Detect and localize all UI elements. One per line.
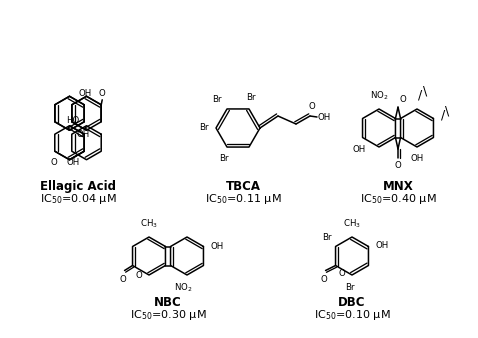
- Text: Br: Br: [213, 95, 222, 104]
- Text: O: O: [50, 158, 57, 167]
- Text: Br: Br: [345, 283, 355, 292]
- Text: O: O: [309, 102, 315, 111]
- Text: \: \: [445, 104, 450, 117]
- Text: O: O: [320, 275, 327, 285]
- Text: O: O: [135, 270, 142, 280]
- Text: OH: OH: [78, 89, 92, 98]
- Text: TBCA: TBCA: [226, 180, 261, 193]
- Text: OH: OH: [66, 158, 79, 167]
- Text: NBC: NBC: [154, 296, 182, 309]
- Text: \: \: [423, 84, 427, 97]
- Text: Br: Br: [219, 154, 229, 163]
- Text: OH: OH: [77, 130, 90, 139]
- Text: O: O: [395, 161, 402, 170]
- Text: MNX: MNX: [382, 180, 413, 193]
- Text: OH: OH: [411, 154, 424, 163]
- Text: CH$_3$: CH$_3$: [140, 217, 158, 230]
- Text: /: /: [442, 108, 445, 121]
- Text: /: /: [418, 89, 422, 102]
- Text: IC$_{50}$=0.10 μM: IC$_{50}$=0.10 μM: [314, 308, 391, 322]
- Text: O: O: [400, 95, 407, 104]
- Text: O: O: [119, 275, 126, 285]
- Text: OH: OH: [353, 145, 366, 153]
- Text: Br: Br: [199, 122, 209, 131]
- Text: Br: Br: [322, 233, 332, 241]
- Text: OH: OH: [375, 241, 389, 250]
- Text: OH: OH: [318, 114, 331, 122]
- Text: HO: HO: [66, 116, 79, 125]
- Text: CH$_3$: CH$_3$: [343, 217, 361, 230]
- Text: IC$_{50}$=0.30 μM: IC$_{50}$=0.30 μM: [130, 308, 206, 322]
- Text: NO$_2$: NO$_2$: [174, 282, 192, 294]
- Text: DBC: DBC: [338, 296, 366, 309]
- Text: NO$_2$: NO$_2$: [369, 90, 388, 102]
- Text: IC$_{50}$=0.11 μM: IC$_{50}$=0.11 μM: [205, 192, 282, 206]
- Text: OH: OH: [210, 242, 224, 251]
- Text: O: O: [99, 89, 106, 98]
- Text: Ellagic Acid: Ellagic Acid: [40, 180, 116, 193]
- Text: IC$_{50}$=0.40 μM: IC$_{50}$=0.40 μM: [359, 192, 436, 206]
- Text: O: O: [338, 268, 345, 277]
- Text: Br: Br: [246, 93, 256, 102]
- Text: IC$_{50}$=0.04 μM: IC$_{50}$=0.04 μM: [40, 192, 116, 206]
